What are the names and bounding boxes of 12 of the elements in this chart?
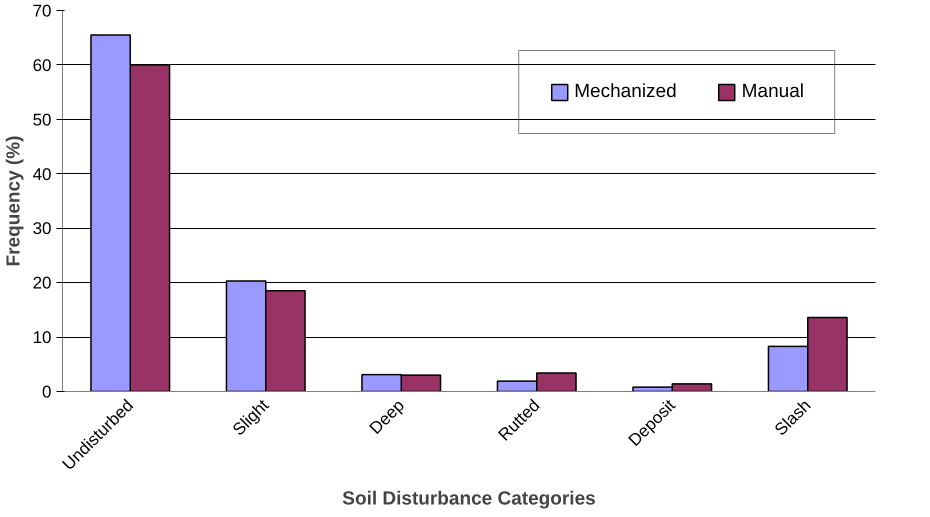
y-tick-label: 20: [32, 274, 52, 293]
y-tick-label: 10: [32, 328, 52, 348]
y-tick-label: 40: [32, 164, 52, 184]
y-tick-label: 0: [42, 382, 52, 402]
y-tick-label: 60: [32, 56, 52, 75]
y-tick-label: 30: [32, 219, 52, 238]
y-tick-label: 70: [32, 2, 52, 20]
y-axis-title: Frequency (%): [4, 136, 25, 266]
y-tick-label: 50: [32, 110, 52, 130]
legend-label: Manual: [742, 81, 804, 103]
x-axis-title: Soil Disturbance Categories: [342, 488, 596, 510]
legend-label: Mechanized: [574, 81, 677, 103]
